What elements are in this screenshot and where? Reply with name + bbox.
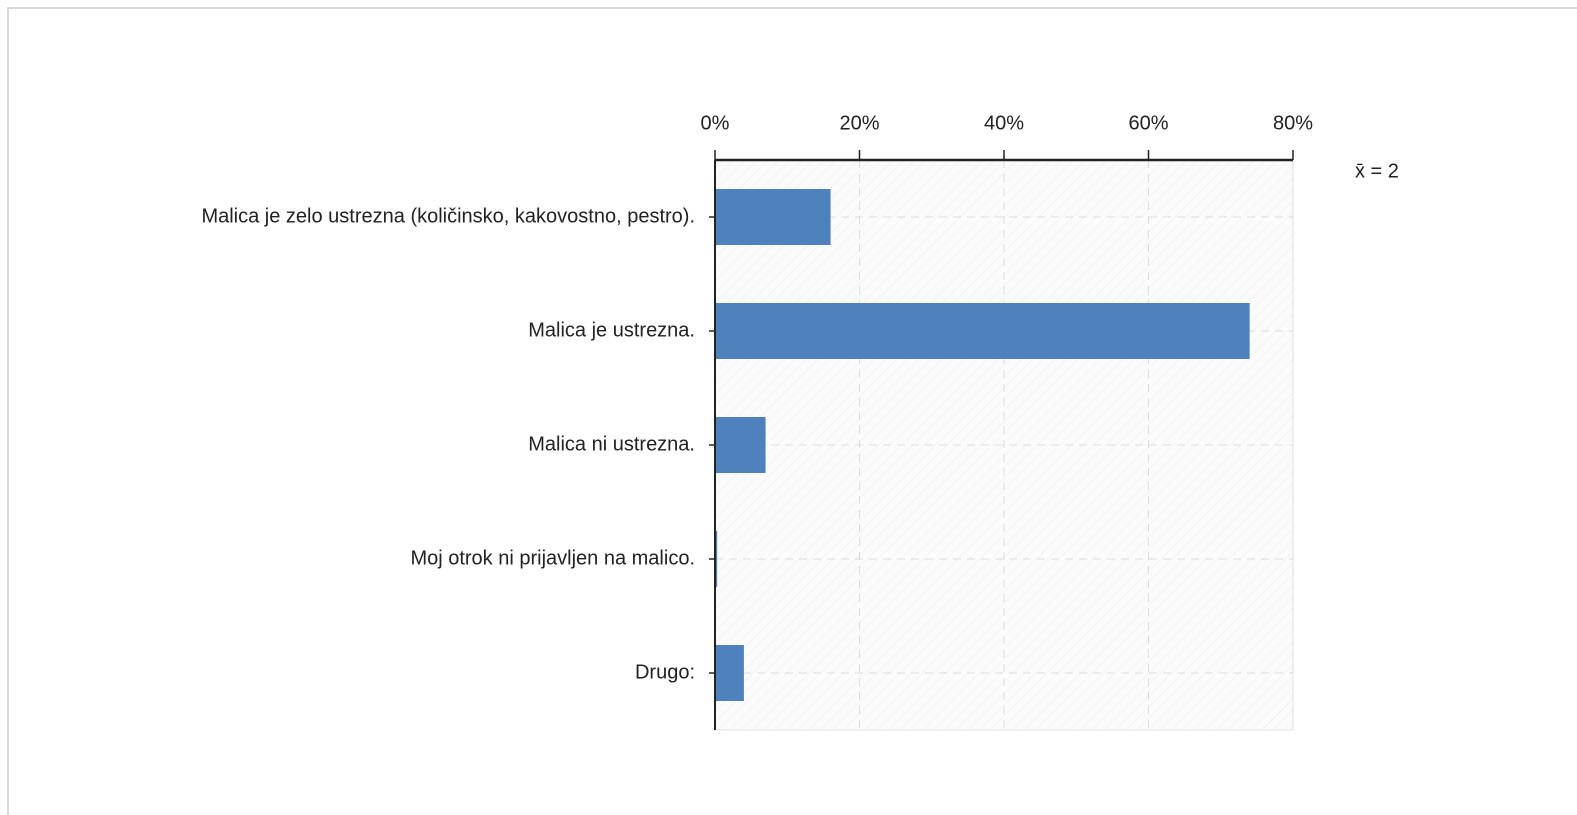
x-tick-label: 20% (839, 112, 879, 134)
y-tick-label: Malica je ustrezna. (528, 319, 695, 341)
bar (715, 417, 766, 473)
y-tick-label: Drugo: (635, 661, 695, 683)
x-tick-label: 0% (701, 112, 730, 134)
bar (715, 303, 1250, 359)
y-tick-label: Malica je zelo ustrezna (količinsko, kak… (201, 205, 695, 227)
y-tick-label: Moj otrok ni prijavljen na malico. (410, 547, 695, 569)
y-tick-label: Malica ni ustrezna. (528, 433, 695, 455)
bar (715, 189, 831, 245)
x-tick-label: 80% (1273, 112, 1313, 134)
mean-annotation: x̄ = 2 (1355, 160, 1399, 182)
x-tick-label: 40% (984, 112, 1024, 134)
frame (7, 7, 1577, 815)
bar (715, 645, 744, 701)
bar (715, 531, 718, 587)
x-tick-label: 60% (1128, 112, 1168, 134)
